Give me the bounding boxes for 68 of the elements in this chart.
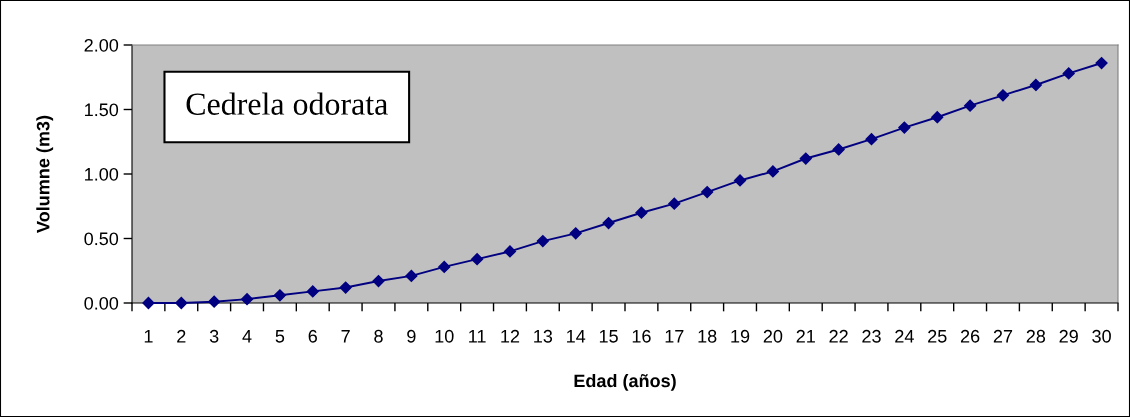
x-tick-label: 15 [599, 330, 618, 343]
y-tick-label: 1.00 [85, 167, 119, 181]
point [1095, 56, 1108, 70]
point [405, 269, 418, 283]
x-tick-label: 13 [534, 329, 553, 343]
x-tick-label: 6 [308, 329, 317, 343]
point [635, 206, 648, 219]
point [964, 99, 977, 112]
x-tick-label: 30 [1092, 329, 1111, 343]
point [536, 234, 549, 248]
point [701, 185, 714, 199]
y-tick-label: 2.00 [84, 38, 119, 52]
point [733, 174, 747, 187]
x-tick-label: 18 [698, 329, 717, 343]
x-tick-label: 17 [665, 330, 684, 343]
x-tick-label: 20 [763, 329, 783, 343]
x-tick-label: 25 [928, 329, 947, 343]
point [1062, 67, 1075, 80]
point [175, 296, 188, 310]
x-tick-label: 27 [993, 329, 1013, 343]
x-tick-label: 5 [275, 330, 285, 343]
annotation: Cedrela odorata [186, 92, 388, 115]
point [372, 274, 385, 288]
y-tick-label: 0.50 [84, 232, 119, 246]
x-tick-label: 21 [796, 329, 815, 343]
point [503, 245, 517, 258]
x-tick-label: 23 [862, 329, 881, 343]
x-tick-label: 9 [407, 329, 416, 343]
x-tick-label: 2 [177, 329, 186, 343]
point [602, 216, 615, 230]
x-tick-label: 12 [501, 329, 520, 343]
y-tick-label: 1.50 [85, 103, 119, 117]
point [668, 197, 681, 210]
point [1029, 78, 1042, 92]
x-tick-label: 22 [829, 329, 848, 343]
x-axis-title: Edad (años) [574, 374, 676, 391]
point [996, 89, 1010, 102]
point [339, 281, 352, 294]
x-tick-label: 3 [209, 329, 219, 343]
x-tick-label: 7 [341, 330, 350, 343]
y-tick-label: 0.00 [84, 296, 119, 310]
x-tick-label: 24 [895, 329, 914, 343]
point [931, 111, 944, 124]
point [799, 152, 812, 165]
point [766, 165, 779, 178]
point [898, 121, 911, 134]
point [208, 295, 221, 308]
y-axis-title: Volumne (m3) [36, 115, 54, 233]
point [471, 253, 484, 266]
point [832, 143, 845, 156]
x-tick-label: 4 [242, 330, 252, 343]
x-tick-label: 28 [1026, 329, 1046, 343]
point [142, 296, 155, 310]
point [569, 227, 582, 240]
x-tick-label: 14 [567, 330, 586, 343]
x-tick-label: 16 [632, 329, 651, 343]
x-tick-label: 19 [731, 329, 750, 343]
x-tick-label: 1 [144, 330, 153, 343]
point [865, 133, 878, 146]
point [438, 260, 451, 273]
x-tick-label: 10 [435, 329, 454, 343]
x-tick-label: 26 [960, 329, 980, 343]
x-tick-label: 8 [374, 329, 383, 343]
point [240, 293, 254, 306]
x-tick-label: 29 [1059, 329, 1078, 343]
point [273, 289, 286, 302]
point [306, 285, 319, 298]
x-tick-label: 11 [469, 330, 486, 343]
